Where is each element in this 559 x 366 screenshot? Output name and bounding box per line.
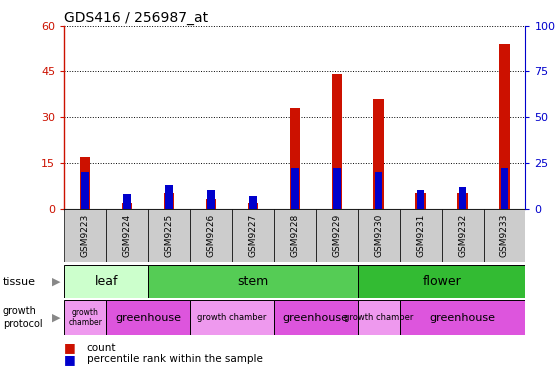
Bar [190, 209, 232, 262]
Bar [249, 196, 257, 209]
Text: GSM9228: GSM9228 [290, 213, 300, 257]
Bar [333, 168, 340, 209]
Bar [358, 209, 400, 262]
Bar [148, 209, 190, 262]
Bar [499, 44, 510, 209]
Text: growth
chamber: growth chamber [68, 308, 102, 327]
Bar [64, 209, 106, 262]
Bar [124, 194, 131, 209]
Text: growth chamber: growth chamber [197, 313, 267, 322]
Bar [206, 199, 216, 209]
Bar [248, 202, 258, 209]
Bar [375, 172, 382, 209]
Bar [316, 209, 358, 262]
Bar [501, 168, 508, 209]
Text: ▶: ▶ [51, 277, 60, 287]
Bar [64, 300, 106, 335]
Bar [358, 265, 525, 298]
Bar [164, 193, 174, 209]
Bar [274, 300, 358, 335]
Text: GSM9224: GSM9224 [122, 214, 132, 257]
Bar [400, 209, 442, 262]
Bar [457, 193, 468, 209]
Text: GDS416 / 256987_at: GDS416 / 256987_at [64, 11, 209, 25]
Bar [64, 265, 148, 298]
Text: growth
protocol: growth protocol [3, 306, 42, 329]
Bar [331, 74, 342, 209]
Bar [442, 209, 484, 262]
Bar [417, 190, 424, 209]
Text: greenhouse: greenhouse [283, 313, 349, 322]
Text: stem: stem [238, 275, 268, 288]
Bar [290, 108, 300, 209]
Text: GSM9233: GSM9233 [500, 213, 509, 257]
Bar [207, 190, 215, 209]
Text: GSM9229: GSM9229 [332, 213, 342, 257]
Text: ■: ■ [64, 341, 76, 354]
Text: GSM9225: GSM9225 [164, 213, 174, 257]
Text: GSM9232: GSM9232 [458, 213, 467, 257]
Bar [274, 209, 316, 262]
Text: greenhouse: greenhouse [429, 313, 496, 322]
Text: GSM9231: GSM9231 [416, 213, 425, 257]
Bar [122, 202, 132, 209]
Bar [415, 193, 426, 209]
Text: greenhouse: greenhouse [115, 313, 181, 322]
Text: growth chamber: growth chamber [344, 313, 414, 322]
Text: percentile rank within the sample: percentile rank within the sample [87, 354, 263, 365]
Text: ■: ■ [64, 353, 76, 366]
Bar [148, 265, 358, 298]
Bar [232, 209, 274, 262]
Bar [106, 300, 190, 335]
Text: leaf: leaf [94, 275, 118, 288]
Text: GSM9223: GSM9223 [80, 213, 90, 257]
Text: GSM9230: GSM9230 [374, 213, 383, 257]
Text: tissue: tissue [3, 277, 36, 287]
Text: ▶: ▶ [51, 313, 60, 322]
Bar [358, 300, 400, 335]
Bar [400, 300, 525, 335]
Text: GSM9226: GSM9226 [206, 213, 216, 257]
Bar [459, 187, 466, 209]
Bar [484, 209, 525, 262]
Bar [80, 157, 91, 209]
Text: GSM9227: GSM9227 [248, 213, 258, 257]
Bar [165, 185, 173, 209]
Text: count: count [87, 343, 116, 353]
Bar [190, 300, 274, 335]
Bar [291, 168, 299, 209]
Bar [373, 99, 384, 209]
Text: flower: flower [422, 275, 461, 288]
Bar [82, 172, 89, 209]
Bar [106, 209, 148, 262]
